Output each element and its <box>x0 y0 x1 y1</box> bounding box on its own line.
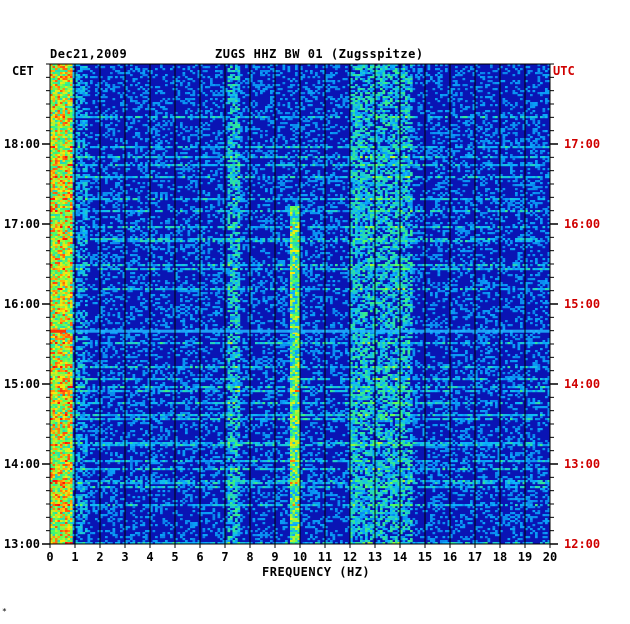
left-tick-label: 17:00 <box>4 217 40 231</box>
utc-label: UTC <box>553 64 575 78</box>
footer-mark: * <box>2 607 7 616</box>
x-tick-label: 1 <box>71 550 78 564</box>
right-tick-label: 16:00 <box>564 217 600 231</box>
x-tick-label: 6 <box>196 550 203 564</box>
left-tick-label: 15:00 <box>4 377 40 391</box>
left-tick-label: 18:00 <box>4 137 40 151</box>
x-tick-label: 4 <box>146 550 153 564</box>
x-tick-label: 10 <box>293 550 307 564</box>
x-tick-label: 19 <box>518 550 532 564</box>
date-label: Dec21,2009 <box>50 47 127 61</box>
right-tick-label: 13:00 <box>564 457 600 471</box>
left-tick-label: 16:00 <box>4 297 40 311</box>
axis-ticks: 18:00 17:00 16:00 15:00 14:00 13:00 17:00 16:00… <box>4 63 600 564</box>
x-axis-label: FREQUENCY (HZ) <box>262 565 370 579</box>
x-tick-label: 9 <box>271 550 278 564</box>
left-tick-label: 13:00 <box>4 537 40 551</box>
strong-band-hot <box>50 329 66 333</box>
x-tick-label: 3 <box>121 550 128 564</box>
x-tick-label: 13 <box>368 550 382 564</box>
right-tick-label: 15:00 <box>564 297 600 311</box>
cet-label: CET <box>12 64 34 78</box>
x-tick-label: 18 <box>493 550 507 564</box>
x-tick-label: 12 <box>343 550 357 564</box>
x-tick-label: 15 <box>418 550 432 564</box>
x-tick-label: 2 <box>96 550 103 564</box>
grid-lines <box>49 63 551 545</box>
x-tick-label: 17 <box>468 550 482 564</box>
x-tick-label: 0 <box>46 550 53 564</box>
station-title: ZUGS HHZ BW 01 (Zugsspitze) <box>215 47 424 61</box>
right-tick-label: 17:00 <box>564 137 600 151</box>
x-tick-label: 16 <box>443 550 457 564</box>
x-tick-label: 14 <box>393 550 407 564</box>
x-tick-label: 8 <box>246 550 253 564</box>
x-tick-label: 20 <box>543 550 557 564</box>
x-tick-label: 11 <box>318 550 332 564</box>
x-tick-label: 7 <box>221 550 228 564</box>
x-tick-label: 5 <box>171 550 178 564</box>
left-tick-label: 14:00 <box>4 457 40 471</box>
right-tick-label: 12:00 <box>564 537 600 551</box>
right-tick-label: 14:00 <box>564 377 600 391</box>
